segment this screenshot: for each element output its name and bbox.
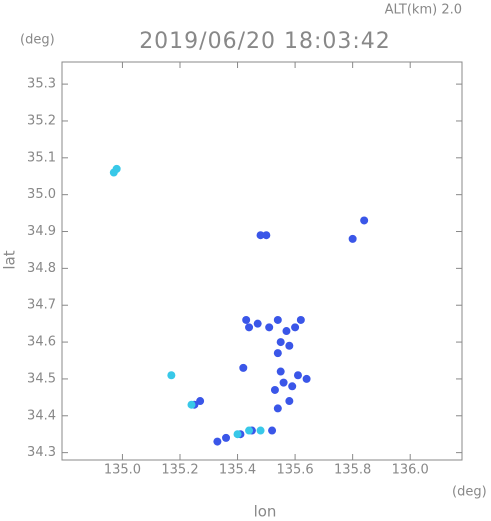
echo bbox=[245, 323, 254, 332]
x-label: lon bbox=[254, 503, 277, 521]
x-tick-label: 135.0 bbox=[104, 463, 141, 478]
x-tick-label: 135.8 bbox=[334, 463, 371, 478]
x-tick-label: 136.0 bbox=[392, 463, 429, 478]
echo bbox=[112, 164, 121, 173]
y-tick-label: 34.7 bbox=[27, 298, 56, 313]
echo bbox=[262, 231, 271, 240]
y-label: lat bbox=[1, 250, 19, 269]
echo bbox=[279, 378, 288, 387]
echo bbox=[222, 433, 231, 442]
y-tick-label: 35.3 bbox=[27, 77, 56, 92]
y-tick-label: 35.0 bbox=[27, 187, 56, 202]
echo bbox=[288, 382, 297, 391]
echo bbox=[276, 367, 285, 376]
echo bbox=[282, 327, 291, 336]
altitude: ALT(km) 2.0 bbox=[385, 3, 462, 18]
echo bbox=[233, 430, 242, 439]
y-unit: (deg) bbox=[20, 33, 55, 48]
echo bbox=[187, 400, 196, 409]
echo bbox=[273, 404, 282, 413]
y-tick-label: 35.1 bbox=[27, 150, 56, 165]
x-unit: (deg) bbox=[452, 485, 487, 500]
echo bbox=[256, 231, 265, 240]
y-tick-label: 34.9 bbox=[27, 224, 56, 239]
echo bbox=[256, 426, 265, 435]
echo bbox=[285, 341, 294, 350]
y-tick-label: 34.4 bbox=[27, 408, 56, 423]
x-tick-label: 135.4 bbox=[219, 463, 256, 478]
echo bbox=[213, 437, 222, 446]
echo bbox=[296, 315, 305, 324]
x-tick-label: 135.6 bbox=[276, 463, 313, 478]
echo bbox=[273, 315, 282, 324]
echo bbox=[291, 323, 300, 332]
echo bbox=[196, 397, 205, 406]
echo bbox=[348, 234, 357, 243]
echo bbox=[253, 319, 262, 328]
echo bbox=[293, 371, 302, 380]
y-tick-label: 34.3 bbox=[27, 445, 56, 460]
plot-frame bbox=[61, 61, 463, 461]
x-tick-label: 135.2 bbox=[161, 463, 198, 478]
echo bbox=[302, 374, 311, 383]
chart-title: 2019/06/20 18:03:42 bbox=[139, 29, 391, 54]
echo bbox=[265, 323, 274, 332]
echo bbox=[270, 385, 279, 394]
echo bbox=[239, 363, 248, 372]
echo bbox=[360, 216, 369, 225]
y-tick-label: 34.5 bbox=[27, 371, 56, 386]
echo bbox=[245, 426, 254, 435]
echo bbox=[276, 338, 285, 347]
echo bbox=[242, 315, 251, 324]
y-tick-label: 34.6 bbox=[27, 335, 56, 350]
echo bbox=[273, 349, 282, 358]
echo bbox=[167, 371, 176, 380]
echo bbox=[285, 397, 294, 406]
echo bbox=[268, 426, 277, 435]
y-tick-label: 34.8 bbox=[27, 261, 56, 276]
y-tick-label: 35.2 bbox=[27, 113, 56, 128]
